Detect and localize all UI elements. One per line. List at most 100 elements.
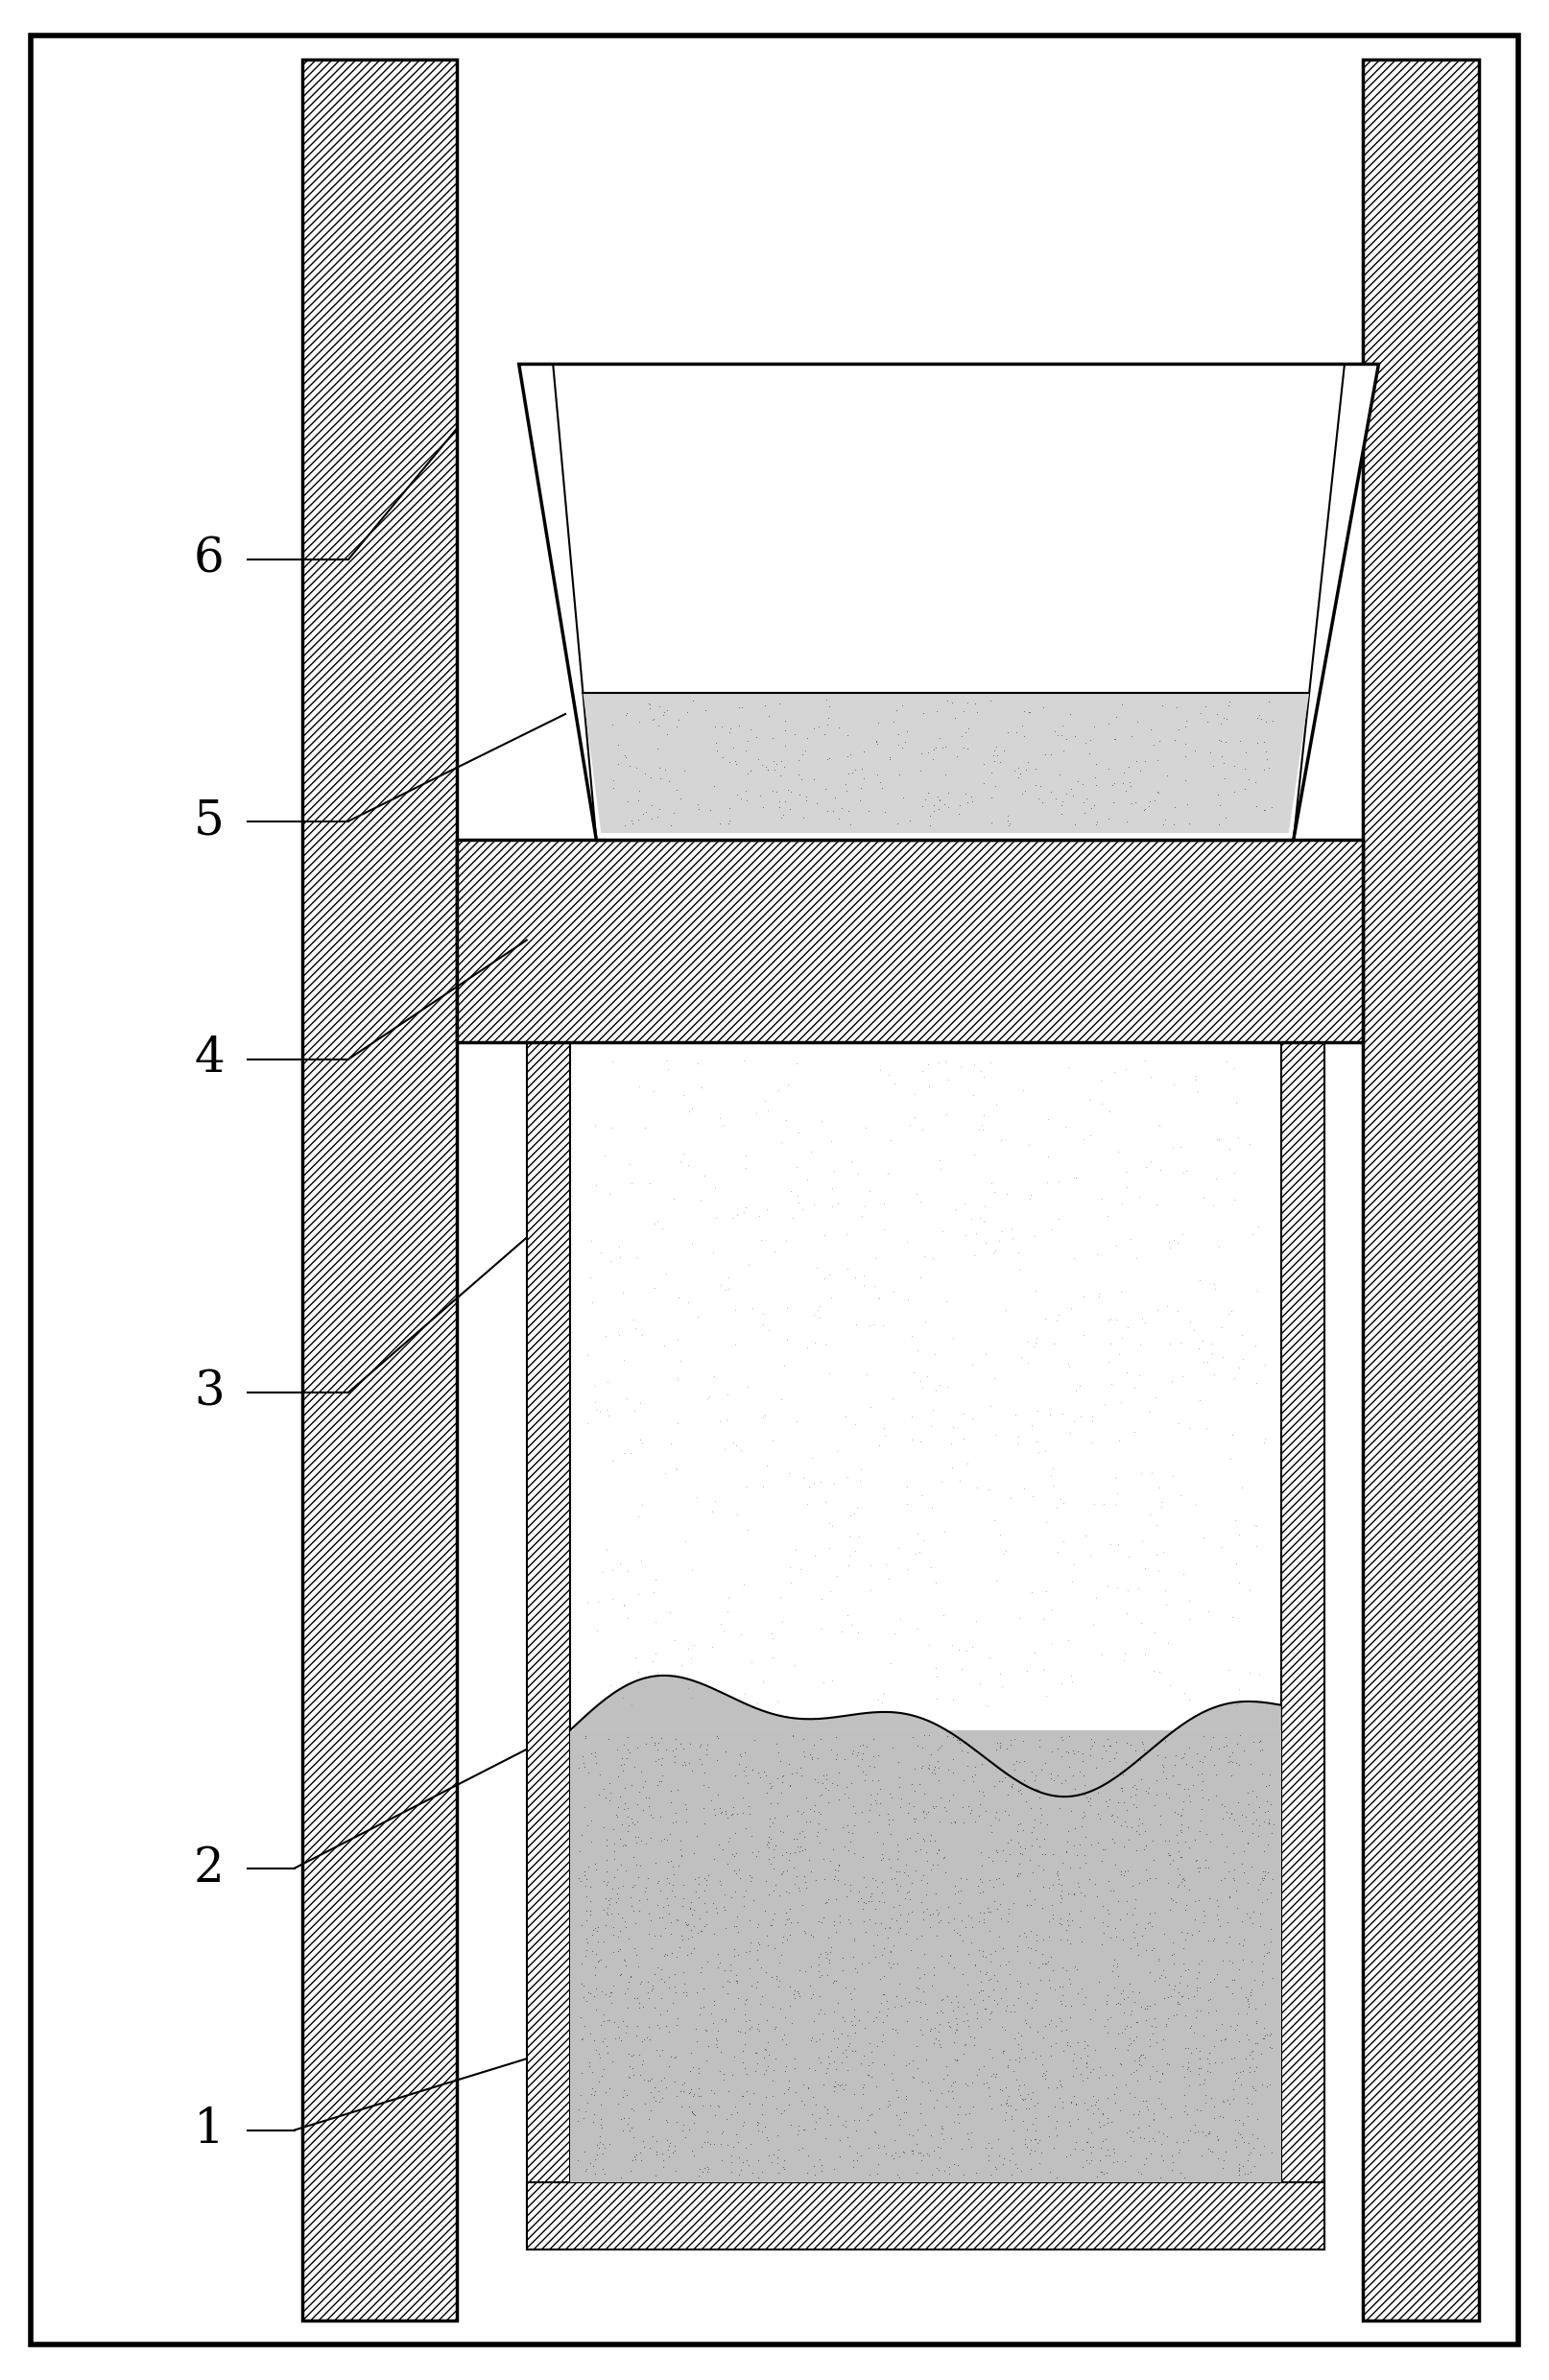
Point [596, 1397, 621, 1435]
Point [872, 1930, 897, 1968]
Point [1118, 1221, 1143, 1259]
Point [979, 1164, 1004, 1202]
Point [962, 1985, 987, 2023]
Point [768, 1123, 793, 1161]
Point [726, 688, 751, 726]
Point [618, 1433, 643, 1471]
Point [976, 1999, 1001, 2037]
Point [1204, 1756, 1228, 1795]
Point [866, 2128, 891, 2166]
Point [805, 1764, 830, 1802]
Point [946, 795, 971, 833]
Point [638, 1797, 663, 1835]
Point [802, 1537, 827, 1576]
Point [1089, 1842, 1114, 1880]
Point [767, 783, 792, 821]
Point [1024, 2111, 1049, 2149]
Point [649, 1980, 674, 2018]
Point [1063, 1809, 1087, 1847]
Point [567, 1833, 592, 1871]
Point [1036, 2097, 1061, 2135]
Point [1055, 1733, 1080, 1771]
Point [692, 2011, 717, 2049]
Point [977, 2030, 1002, 2068]
Point [1049, 2011, 1073, 2049]
Point [967, 1200, 991, 1238]
Point [877, 1909, 902, 1947]
Point [1165, 688, 1190, 726]
Point [872, 1956, 897, 1994]
Point [1196, 1849, 1221, 1887]
Point [819, 1661, 844, 1699]
Point [836, 1537, 861, 1576]
Point [1148, 1152, 1173, 1190]
Point [1128, 752, 1152, 790]
Point [880, 1899, 905, 1937]
Point [1174, 1152, 1199, 1190]
Point [1185, 1756, 1210, 1795]
Point [1111, 1980, 1135, 2018]
Point [905, 2111, 929, 2149]
Point [589, 2056, 613, 2094]
Point [734, 2128, 759, 2166]
Point [1090, 1904, 1115, 1942]
Point [792, 2111, 816, 2149]
Point [1030, 1835, 1055, 1873]
Point [1224, 1545, 1248, 1583]
Point [878, 1121, 903, 1159]
Point [647, 1899, 672, 1937]
Point [1104, 1568, 1129, 1607]
Point [654, 2104, 678, 2142]
Point [584, 2030, 609, 2068]
Point [610, 1752, 635, 1790]
Point [1063, 1875, 1087, 1914]
Point [1149, 1956, 1174, 1994]
Point [994, 1533, 1019, 1571]
Point [1191, 2061, 1216, 2099]
Point [1053, 1987, 1078, 2025]
Point [647, 759, 672, 797]
Point [936, 1904, 960, 1942]
Point [863, 2113, 888, 2152]
Point [590, 2002, 615, 2040]
Point [815, 2090, 840, 2128]
Point [1064, 1835, 1089, 1873]
Point [1214, 2080, 1239, 2118]
Point [1145, 1290, 1169, 1328]
Point [838, 1823, 863, 1861]
Point [626, 1652, 651, 1690]
Point [934, 1283, 959, 1321]
Point [1177, 2009, 1202, 2047]
Point [809, 1464, 833, 1502]
Point [1109, 685, 1134, 724]
Point [942, 1949, 967, 1987]
Point [1072, 2082, 1097, 2121]
Point [613, 1825, 638, 1864]
Point [998, 1835, 1022, 1873]
Point [801, 1792, 826, 1830]
Point [824, 1740, 849, 1778]
Point [908, 1423, 932, 1461]
Point [595, 1842, 620, 1880]
Point [982, 1502, 1007, 1540]
Point [630, 2121, 655, 2159]
Point [915, 733, 940, 771]
Point [951, 693, 976, 731]
Point [1171, 2092, 1196, 2130]
Point [708, 1604, 733, 1642]
Point [816, 1354, 841, 1392]
Point [665, 771, 689, 809]
Point [572, 1787, 596, 1825]
Point [774, 1902, 799, 1940]
Point [1121, 2021, 1146, 2059]
Point [1248, 1733, 1273, 1771]
Point [1225, 1887, 1250, 1925]
Point [651, 1740, 675, 1778]
Point [985, 1890, 1010, 1928]
Point [1177, 1728, 1202, 1766]
Point [1139, 2135, 1163, 2173]
Point [799, 1133, 824, 1171]
Point [787, 740, 812, 778]
Point [1005, 1233, 1030, 1271]
Point [912, 1799, 937, 1837]
